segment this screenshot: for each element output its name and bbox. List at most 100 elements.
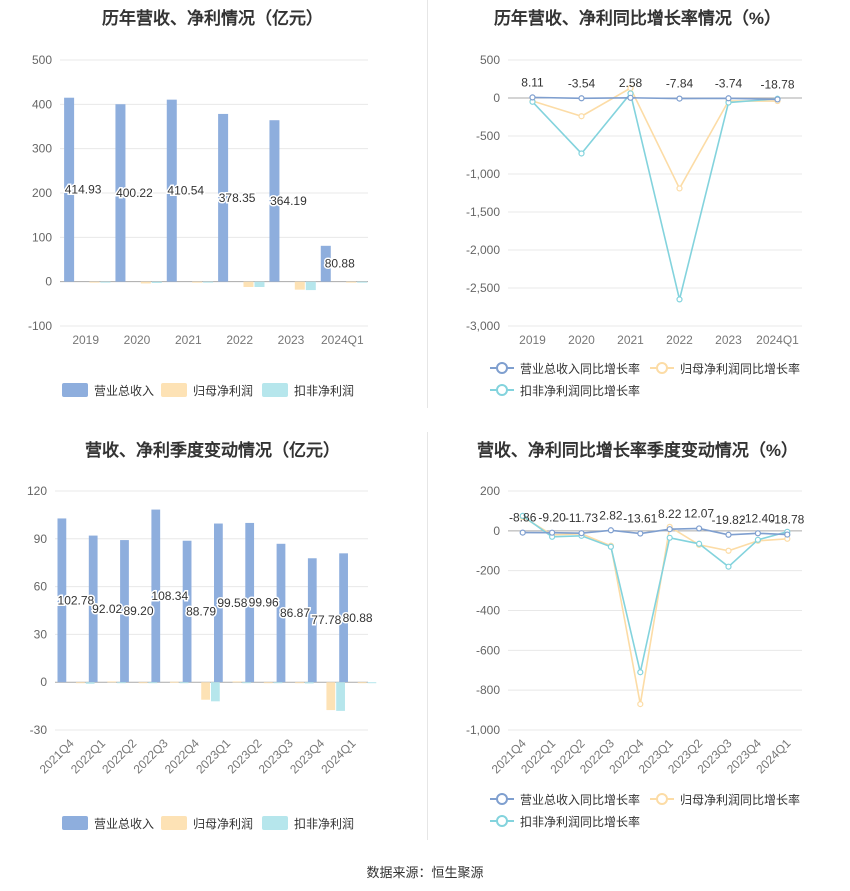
- series-line-parent-net: [522, 516, 788, 705]
- bar-revenue: [166, 99, 177, 282]
- bar-deducted-net: [304, 682, 314, 684]
- line-data-label: 8.22: [658, 507, 682, 521]
- bar-deducted-net: [85, 682, 95, 684]
- series-point: [725, 95, 732, 102]
- series-point: [637, 669, 644, 676]
- y-tick-label: -2,000: [466, 243, 500, 257]
- chart-svg: -1,000-800-600-400-20002002021Q42022Q120…: [466, 484, 805, 829]
- chart-svg: -3003060901202021Q42022Q12022Q22022Q3202…: [27, 484, 377, 831]
- line-data-label: -3.54: [568, 76, 596, 90]
- bar-data-label: 108.34: [151, 589, 188, 603]
- series-point: [666, 534, 673, 541]
- bar-deducted-net: [336, 682, 345, 711]
- bar-data-label: 99.58: [217, 596, 247, 610]
- bar-data-label: 414.93: [65, 183, 102, 197]
- series-point: [627, 94, 634, 101]
- series-point: [578, 113, 585, 120]
- x-tick-label: 2023: [278, 333, 305, 347]
- quarterly-revenue-profit-chart: 营收、净利季度变动情况（亿元） -30 0 30 60 90 120 2021Q4 2022Q…: [0, 430, 425, 860]
- bar-parent-net: [243, 281, 254, 287]
- annual-revenue-profit-chart: 历年营收、净利情况（亿元） -100 0 100 200 300 400 500 2019 20…: [0, 0, 425, 430]
- legend-revenue-growth-label: 营业总收入同比增长率: [520, 792, 640, 807]
- legend-deducted-net-swatch: [262, 383, 288, 397]
- bar-parent-net: [140, 281, 151, 284]
- y-tick-label: 120: [27, 484, 47, 498]
- bar-deducted-net: [117, 682, 126, 684]
- series-point: [676, 185, 683, 192]
- legend-parent-net-growth-marker: [656, 793, 668, 805]
- series-point: [666, 526, 673, 533]
- legend-parent-net-swatch: [161, 816, 187, 830]
- y-tick-label: -3,000: [466, 319, 500, 333]
- bar-deducted-net: [242, 682, 252, 684]
- x-tick-label: 2021: [175, 333, 202, 347]
- line-data-label: -8.86: [509, 511, 537, 525]
- legend-revenue-label: 营业总收入: [94, 817, 154, 831]
- legend-parent-net-label: 归母净利润: [193, 384, 253, 398]
- annual-growth-rate-chart: 历年营收、净利同比增长率情况（%） -3,000 -2,500 -2,000 -1,5…: [425, 0, 850, 430]
- x-tick-label: 2020: [124, 333, 151, 347]
- bar-revenue: [245, 522, 255, 683]
- y-tick-label: 100: [32, 230, 52, 244]
- legend-revenue-label: 营业总收入: [94, 384, 154, 398]
- series-line-parent-net: [532, 87, 778, 191]
- series-point: [607, 543, 614, 550]
- line-data-label: -13.61: [623, 512, 657, 526]
- bar-revenue: [218, 113, 229, 282]
- bar-deducted-net: [203, 281, 214, 283]
- y-tick-label: 0: [493, 524, 500, 538]
- legend-deducted-net-growth-label: 扣非净利润同比增长率: [520, 814, 640, 829]
- divider: [427, 0, 428, 408]
- x-tick-label: 2019: [72, 333, 99, 347]
- line-data-label: 2.82: [599, 508, 623, 522]
- bar-deducted-net: [100, 281, 111, 283]
- legend-deducted-net-growth-marker: [496, 815, 508, 827]
- series-point: [519, 512, 526, 519]
- y-tick-label: 500: [32, 53, 52, 67]
- legend-parent-net-growth-label: 归母净利润同比增长率: [680, 792, 800, 807]
- x-tick-label: 2024Q1: [756, 333, 799, 347]
- x-tick-label: 2022: [226, 333, 253, 347]
- series-point: [548, 529, 556, 536]
- y-tick-label: -30: [30, 723, 48, 737]
- line-data-label: 12.07: [684, 506, 714, 520]
- bar-revenue: [182, 540, 192, 683]
- bar-revenue: [320, 245, 331, 282]
- legend-deducted-net-label: 扣非净利润: [294, 817, 354, 831]
- bar-data-label: 378.35: [219, 191, 256, 205]
- bar-data-label: 77.78: [311, 613, 341, 627]
- x-tick-label: 2023: [715, 333, 742, 347]
- x-tick-label: 2021: [617, 333, 644, 347]
- bar-data-label: 80.88: [343, 611, 373, 625]
- line-data-label: 8.11: [521, 75, 544, 89]
- line-data-label: -18.78: [770, 513, 804, 527]
- chart-svg: -3,000 -2,500 -2,000 -1,500 -1,000 -500 0 500 20…: [466, 53, 802, 398]
- bar-data-label: 86.87: [280, 606, 310, 620]
- y-tick-label: 500: [480, 53, 500, 67]
- legend-revenue-swatch: [62, 383, 88, 397]
- y-tick-label: -500: [476, 129, 500, 143]
- chart-svg: -100 0 100 200 300 400 500 2019 2020 2021 2022 2023…: [28, 53, 368, 398]
- y-tick-label: 60: [34, 580, 48, 594]
- bar-data-label: 80.88: [325, 257, 355, 271]
- bar-parent-net: [232, 681, 242, 683]
- series-line-deducted-net: [522, 515, 788, 673]
- bar-parent-net: [192, 281, 203, 283]
- bar-parent-net: [138, 682, 148, 684]
- bar-parent-net: [201, 682, 210, 700]
- line-data-label: -19.82: [711, 513, 745, 527]
- series-point: [637, 701, 644, 708]
- bar-parent-net: [107, 681, 117, 683]
- bar-parent-net: [326, 682, 336, 711]
- y-tick-label: -2,500: [466, 281, 500, 295]
- y-tick-label: 200: [480, 484, 500, 498]
- bar-parent-net: [76, 682, 85, 684]
- bar-revenue: [151, 509, 161, 683]
- x-tick-label: 2019: [519, 333, 546, 347]
- legend-deducted-net-label: 扣非净利润: [294, 384, 354, 398]
- series-point: [637, 530, 644, 537]
- bar-deducted-net: [210, 682, 220, 702]
- line-data-label: -12.40: [741, 511, 775, 525]
- series-point: [607, 527, 614, 534]
- y-tick-label: 400: [32, 97, 52, 111]
